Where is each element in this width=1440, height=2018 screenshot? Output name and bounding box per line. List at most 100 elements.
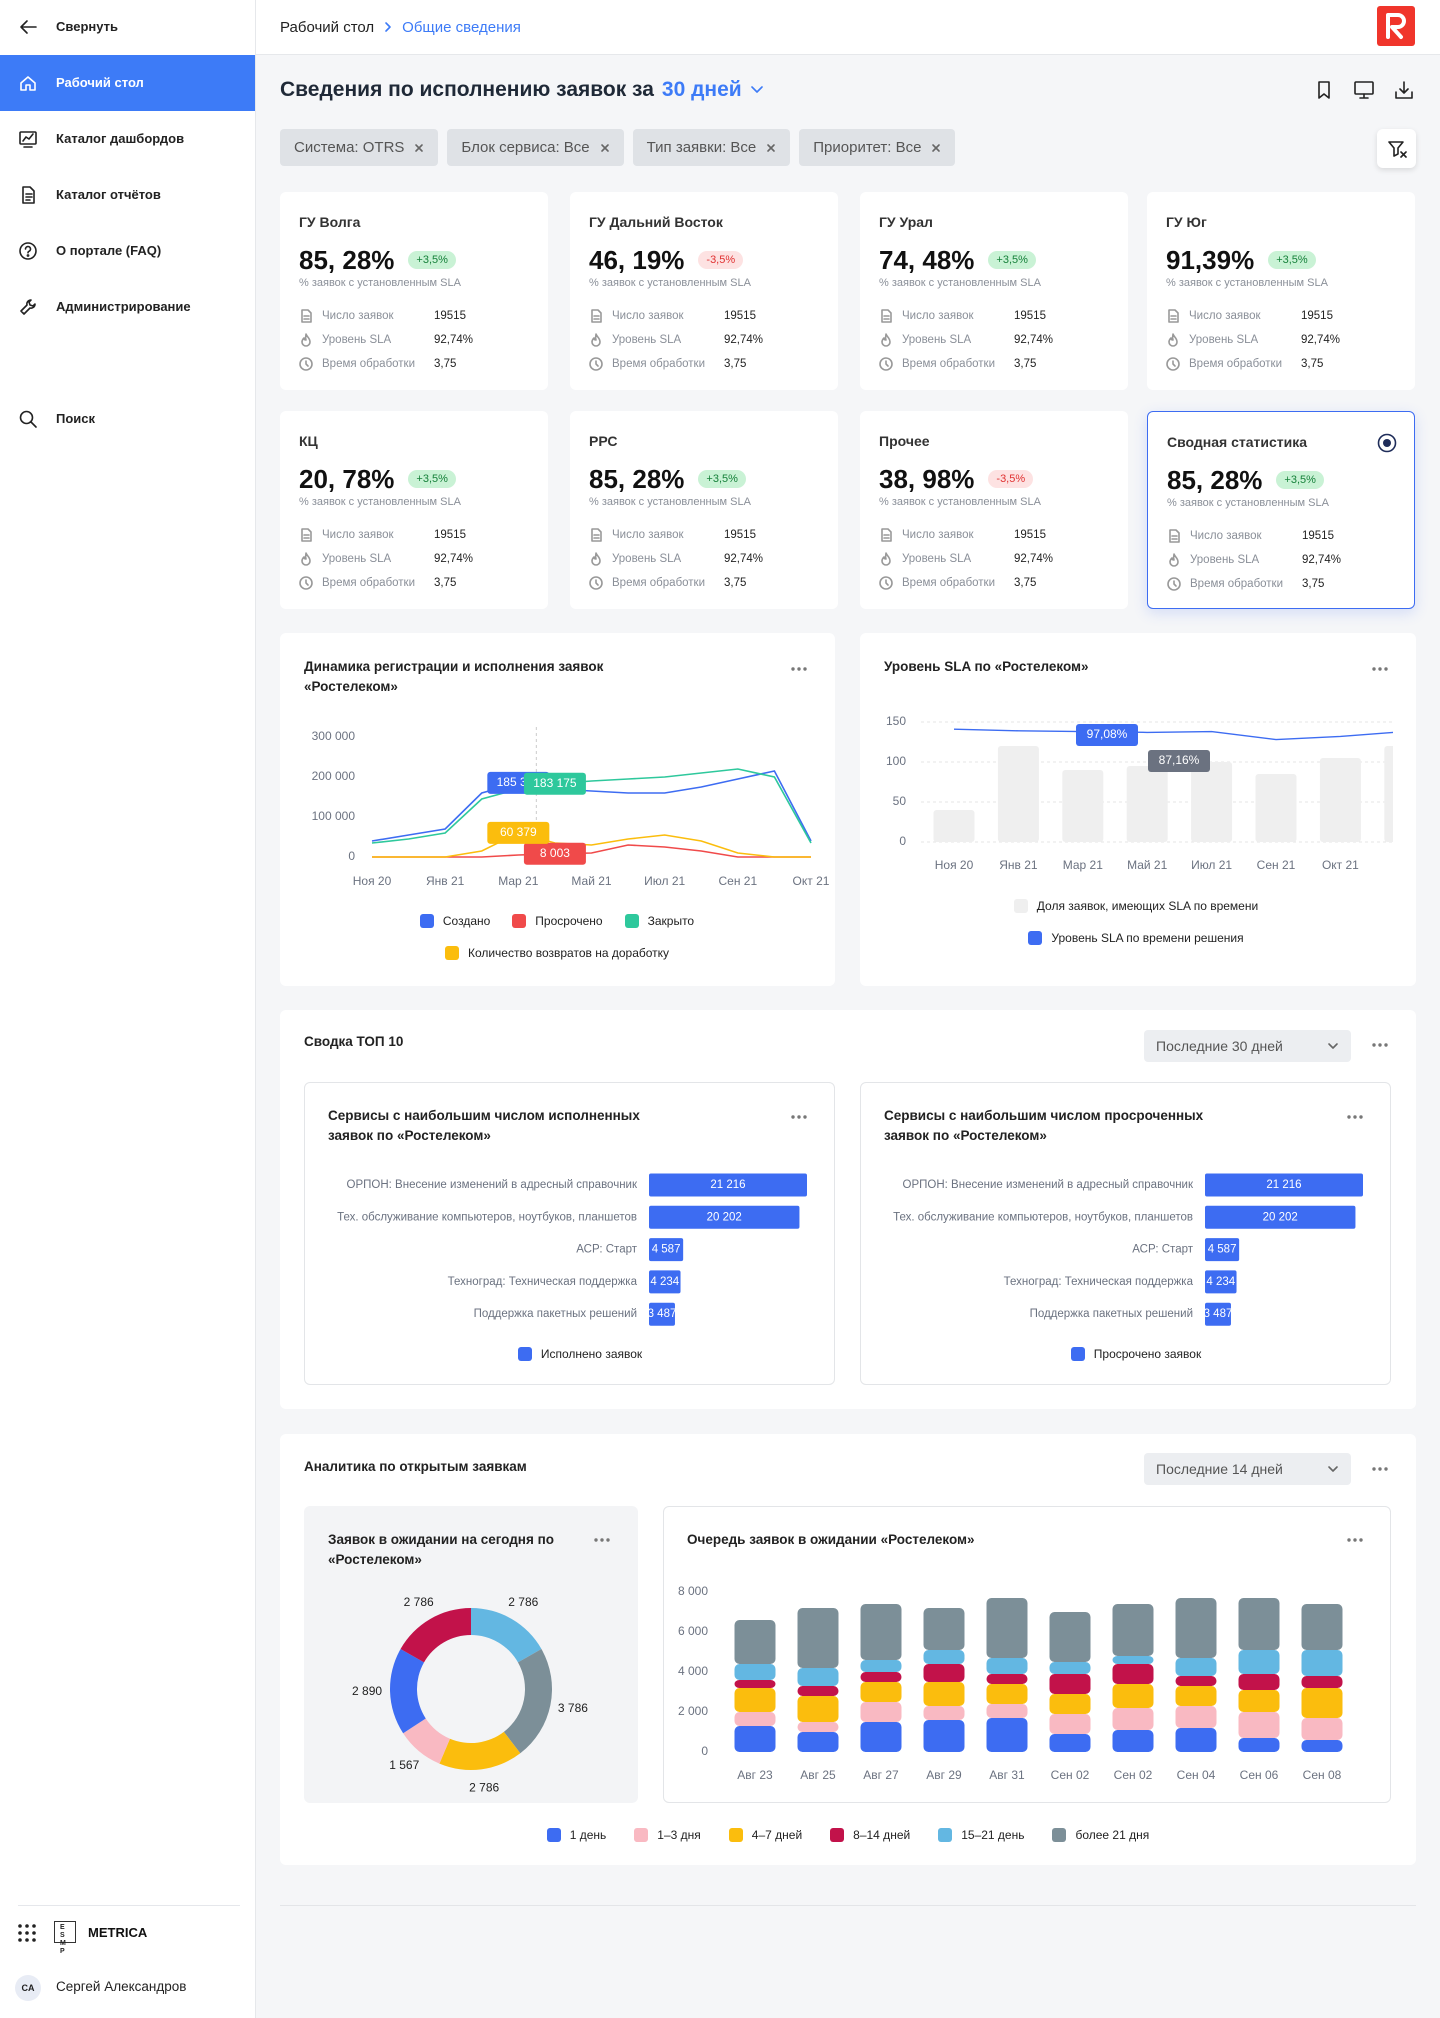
filter-button[interactable] [1377, 129, 1416, 168]
bookmark-button-shape [1318, 81, 1330, 99]
metric-label: Время обработки [902, 358, 996, 370]
filter-text: Система: OTRS [294, 139, 405, 156]
range-chevron-shape [1328, 1043, 1338, 1049]
breadcrumb-item[interactable]: Рабочий стол [280, 18, 375, 36]
filter-text: Тип заявки: Все [646, 139, 757, 156]
metric-value: 92,74% [434, 334, 474, 346]
screen-button[interactable] [1353, 80, 1375, 100]
divider [18, 1905, 240, 1906]
metric-icon-shape [881, 333, 891, 347]
breadcrumb-item[interactable]: Общие сведения [402, 18, 521, 36]
metric-value: 92,74% [1014, 553, 1054, 565]
metric-icon [591, 528, 602, 542]
kpi-card[interactable]: КЦ 20, 78% +3,5% % заявок с установленным S… [280, 411, 548, 609]
kpi-delta: +3,5% [698, 470, 746, 488]
metric-icon-shape [589, 357, 603, 371]
metric-icon-shape [595, 360, 599, 367]
nav-item[interactable]: Рабочий стол [0, 55, 255, 111]
legend-item: 1 день [546, 1824, 606, 1846]
nav-icon-shape [20, 76, 36, 91]
metric-icon [301, 333, 311, 347]
filter-chip[interactable]: Приоритет: Все [799, 129, 956, 166]
export-button[interactable] [1393, 79, 1415, 101]
selected-radio-shape [1383, 439, 1391, 447]
legend-label: Доля заявок, имеющих SLA по времени [1036, 899, 1259, 913]
kpi-delta: +3,5% [408, 470, 456, 488]
period-chevron[interactable] [750, 85, 764, 95]
kpi-value-row: 38, 98% -3,5% [879, 463, 1034, 495]
apps-icon-shape [18, 1938, 22, 1942]
nav-item[interactable]: Каталог дашбордов [0, 111, 255, 167]
kpi-card[interactable]: Прочее 38, 98% -3,5% % заявок с установленн… [860, 411, 1128, 609]
user-avatar[interactable]: CA [15, 1975, 41, 2001]
kpi-value: 91,39% [1166, 244, 1255, 275]
metric-label: Уровень SLA [1190, 554, 1260, 566]
kpi-value-row: 74, 48% +3,5% [879, 244, 1036, 276]
apps-icon-shape [32, 1931, 36, 1935]
metric-label: Время обработки [322, 577, 416, 589]
kpi-subtitle: % заявок с установленным SLA [1166, 277, 1328, 289]
nav-item[interactable]: О портале (FAQ) [0, 223, 255, 279]
apps-icon [18, 1924, 36, 1942]
legend-label: Создано [442, 914, 491, 928]
divider [280, 1905, 1416, 1906]
kpi-card[interactable]: ГУ Дальний Восток 46, 19% -3,5% % заявок с … [570, 192, 838, 390]
kpi-value: 74, 48% [879, 244, 975, 275]
selected-radio[interactable] [1377, 433, 1397, 453]
metric-label: Уровень SLA [322, 334, 392, 346]
search-link[interactable]: Поиск [56, 411, 96, 426]
metric-value: 3,75 [1014, 358, 1037, 370]
legend-swatch [728, 1828, 743, 1842]
filter-remove[interactable] [600, 143, 610, 153]
range-select[interactable]: Последние 30 дней [1144, 1030, 1351, 1062]
kpi-card[interactable]: Сводная статистика 85, 28% +3,5% % заявок с… [1147, 411, 1415, 609]
filter-icon [1388, 141, 1407, 158]
selected-radio-shape [1377, 433, 1397, 453]
metric-icon-shape [881, 552, 891, 566]
back-icon-shape [20, 20, 37, 34]
nav-item[interactable]: Администрирование [0, 279, 255, 335]
range-select[interactable]: Последние 14 дней [1144, 1453, 1351, 1485]
metric-value: 92,74% [1014, 334, 1054, 346]
metric-value: 92,74% [1301, 334, 1341, 346]
filter-chip[interactable]: Блок сервиса: Все [447, 129, 624, 166]
kpi-name: ГУ Дальний Восток [589, 214, 723, 230]
metric-value: 19515 [724, 310, 756, 322]
metric-label: Уровень SLA [902, 553, 972, 565]
metric-value: 19515 [434, 310, 466, 322]
kpi-card[interactable]: ГУ Волга 85, 28% +3,5% % заявок с установле… [280, 192, 548, 390]
nav-label: Рабочий стол [56, 75, 144, 90]
page-title: Сведения по исполнению заявок за [280, 78, 654, 101]
metric-value: 92,74% [724, 334, 764, 346]
brand-mark [1377, 6, 1415, 46]
bookmark-button[interactable] [1314, 80, 1334, 100]
nav-label: Администрирование [56, 299, 191, 314]
metric-icon-shape [595, 579, 599, 586]
filter-chip[interactable]: Система: OTRS [280, 129, 439, 166]
apps-icon-shape [25, 1931, 29, 1935]
collapse-button[interactable]: Свернуть [56, 19, 118, 34]
back-icon [20, 20, 37, 34]
metric-label: Время обработки [612, 358, 706, 370]
metric-icon [589, 576, 603, 590]
nav-label: О портале (FAQ) [56, 243, 162, 258]
kpi-card[interactable]: ГУ Юг 91,39% +3,5% % заявок с установленным… [1147, 192, 1415, 390]
kpi-card[interactable]: РРС 85, 28% +3,5% % заявок с установленным … [570, 411, 838, 609]
user-name[interactable]: Сергей Александров [56, 1979, 187, 1994]
breadcrumb-chevron-shape [385, 22, 391, 32]
range-chevron [1328, 1043, 1338, 1049]
legend-item: Просрочено заявок [1070, 1343, 1201, 1365]
nav-item[interactable]: Каталог отчётов [0, 167, 255, 223]
nav-icon [20, 76, 36, 91]
kpi-card[interactable]: ГУ Урал 74, 48% +3,5% % заявок с установлен… [860, 192, 1128, 390]
metric-icon [1168, 309, 1179, 323]
filter-remove[interactable] [766, 143, 776, 153]
metric-icon [879, 576, 893, 590]
filter-remove[interactable] [931, 143, 941, 153]
filter-chip[interactable]: Тип заявки: Все [632, 129, 791, 166]
period-select[interactable]: 30 дней [661, 78, 742, 101]
chart-title: Сервисы с наибольшим числом исполненных … [328, 1108, 640, 1143]
metric-value: 3,75 [724, 358, 747, 370]
filter-remove[interactable] [414, 143, 424, 153]
